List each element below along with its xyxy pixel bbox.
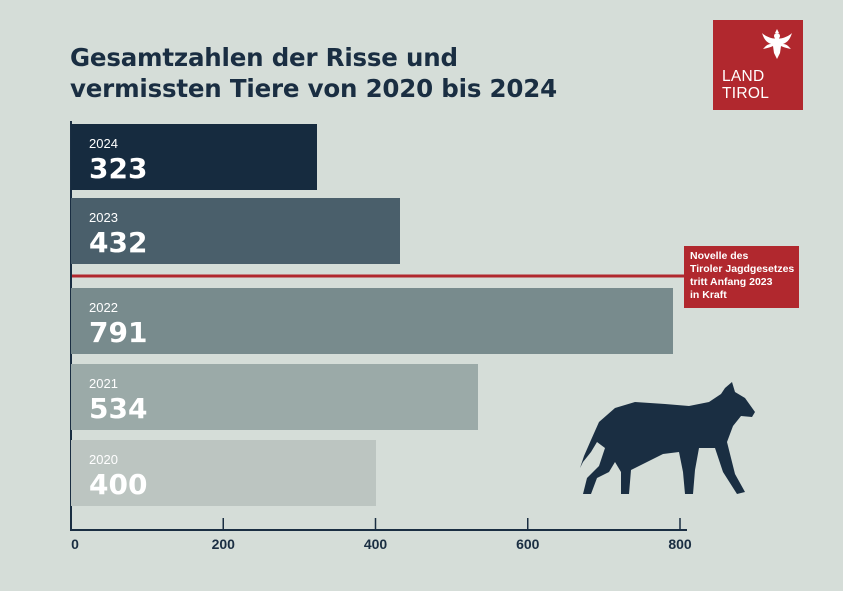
bar-value-label: 534 bbox=[89, 392, 148, 425]
logo-text-line-2: TIROL bbox=[722, 85, 770, 102]
logo-text-line-1: LAND bbox=[722, 68, 765, 85]
bar-value-label: 323 bbox=[89, 152, 148, 185]
x-tick-label-400: 400 bbox=[363, 536, 388, 552]
bar-2024: 2024 323 bbox=[71, 124, 317, 190]
annotation-line-2: Tiroler Jagdgesetzes bbox=[690, 263, 795, 275]
x-tick-label-800: 800 bbox=[668, 536, 692, 552]
annotation-line-4: in Kraft bbox=[690, 289, 727, 301]
chart-title-line-2: vermissten Tiere von 2020 bis 2024 bbox=[70, 74, 557, 103]
bar-value-label: 400 bbox=[89, 468, 148, 501]
bar-2023: 2023 432 bbox=[71, 198, 400, 264]
bar-value-label: 791 bbox=[89, 316, 148, 349]
x-tick-label-0: 0 bbox=[71, 536, 79, 552]
annotation-line-1: Novelle des bbox=[690, 250, 749, 262]
eagle-icon bbox=[762, 29, 792, 59]
chart-title-line-1: Gesamtzahlen der Risse und bbox=[70, 43, 458, 72]
x-tick-label-200: 200 bbox=[211, 536, 235, 552]
bar-2020: 2020 400 bbox=[71, 440, 376, 506]
bar-year-label: 2020 bbox=[89, 452, 118, 467]
annotation-box: Novelle des Tiroler Jagdgesetzes tritt A… bbox=[684, 246, 799, 308]
bar-value-label: 432 bbox=[89, 226, 148, 259]
bar-2022: 2022 791 bbox=[71, 288, 674, 354]
bar-year-label: 2022 bbox=[89, 300, 118, 315]
bar-year-label: 2024 bbox=[89, 136, 118, 151]
bar-2021: 2021 534 bbox=[71, 364, 478, 430]
annotation-line-3: tritt Anfang 2023 bbox=[690, 276, 773, 288]
logo-text: LAND TIROL bbox=[722, 68, 769, 102]
bar-year-label: 2023 bbox=[89, 210, 118, 225]
land-tirol-logo: LAND TIROL bbox=[713, 20, 803, 110]
wolf-icon bbox=[580, 382, 755, 494]
x-tick-label-600: 600 bbox=[516, 536, 540, 552]
bar-year-label: 2021 bbox=[89, 376, 118, 391]
chart-title: Gesamtzahlen der Risse und vermissten Ti… bbox=[70, 42, 630, 104]
